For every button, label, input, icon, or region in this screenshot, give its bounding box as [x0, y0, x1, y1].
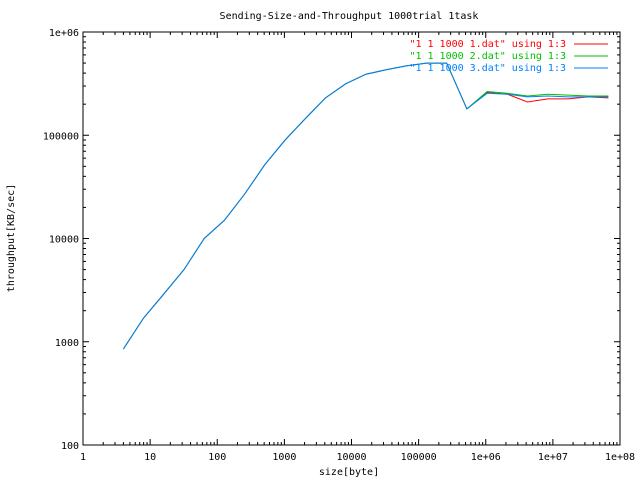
legend-label-3: "1 1 1000 3.dat" using 1:3: [409, 63, 566, 74]
series-lines: [122, 62, 609, 350]
y-axis: 100 1000 10000 100000 1e+06: [43, 28, 620, 452]
legend-label-1: "1 1 1000 1.dat" using 1:3: [409, 39, 566, 50]
y-tick-label: 10000: [49, 235, 79, 246]
series-line-2: [122, 62, 609, 350]
x-axis-label: size[byte]: [319, 467, 379, 478]
y-tick-label: 100000: [43, 131, 79, 142]
series-line-1: [122, 62, 609, 350]
legend: "1 1 1000 1.dat" using 1:3"1 1 1000 2.da…: [409, 39, 608, 74]
legend-label-2: "1 1 1000 2.dat" using 1:3: [409, 51, 566, 62]
x-tick-label: 1e+06: [471, 452, 501, 463]
y-tick-label: 1e+06: [49, 28, 79, 39]
plot-frame: [82, 31, 621, 446]
series-line-3: [122, 62, 609, 350]
y-axis-label: throughput[KB/sec]: [6, 184, 17, 292]
x-tick-label: 100: [208, 452, 226, 463]
x-tick-label: 1e+07: [538, 452, 568, 463]
x-tick-label: 10000: [336, 452, 366, 463]
y-tick-label: 1000: [55, 338, 79, 349]
x-tick-label: 100000: [401, 452, 437, 463]
y-tick-label: 100: [61, 441, 79, 452]
chart-title: Sending-Size-and-Throughput 1000trial 1t…: [220, 11, 479, 22]
x-tick-label: 1000: [272, 452, 296, 463]
x-tick-label: 1e+08: [605, 452, 635, 463]
x-tick-label: 10: [144, 452, 156, 463]
x-tick-label: 1: [80, 452, 86, 463]
